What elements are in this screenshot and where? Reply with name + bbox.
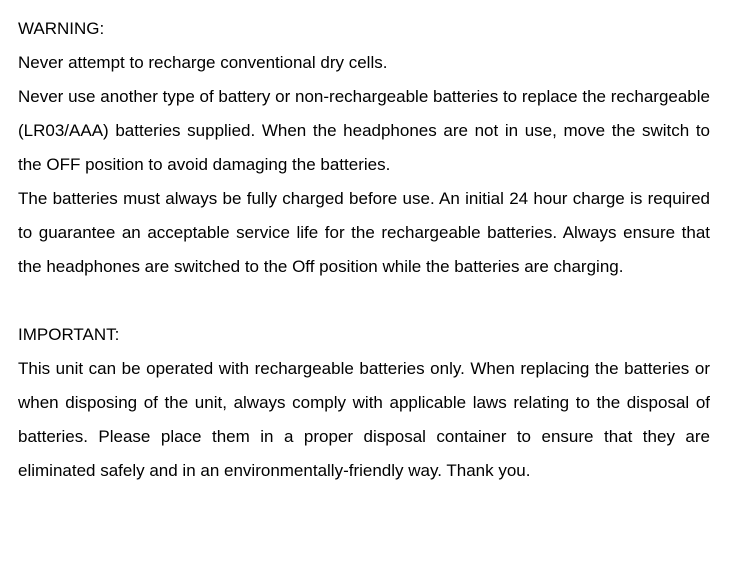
warning-heading: WARNING:	[18, 12, 710, 46]
important-heading: IMPORTANT:	[18, 318, 710, 352]
warning-paragraph-2: Never use another type of battery or non…	[18, 80, 710, 182]
warning-paragraph-3: The batteries must always be fully charg…	[18, 182, 710, 284]
warning-paragraph-1: Never attempt to recharge conventional d…	[18, 46, 710, 80]
important-paragraph-1: This unit can be operated with rechargea…	[18, 352, 710, 488]
section-spacer	[18, 284, 710, 318]
